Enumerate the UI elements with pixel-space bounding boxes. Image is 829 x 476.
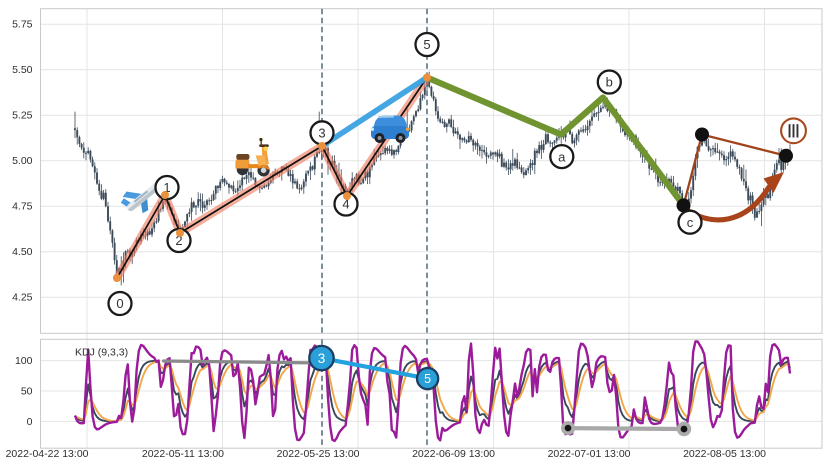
svg-text:4.50: 4.50	[12, 246, 33, 258]
svg-text:5.00: 5.00	[12, 155, 33, 167]
svg-text:2022-05-25 13:00: 2022-05-25 13:00	[277, 448, 360, 460]
svg-text:5: 5	[424, 372, 431, 386]
svg-text:3: 3	[318, 126, 325, 141]
svg-text:2022-06-09 13:00: 2022-06-09 13:00	[412, 448, 495, 460]
svg-text:2022-04-22 13:00: 2022-04-22 13:00	[6, 448, 89, 460]
svg-text:4.75: 4.75	[12, 201, 33, 213]
svg-text:2022-05-11 13:00: 2022-05-11 13:00	[142, 448, 224, 460]
svg-text:50: 50	[21, 386, 33, 398]
svg-text:5.50: 5.50	[12, 64, 33, 76]
svg-text:b: b	[606, 75, 613, 90]
svg-text:100: 100	[15, 355, 33, 367]
svg-text:0: 0	[27, 416, 33, 428]
svg-text:2022-08-05 13:00: 2022-08-05 13:00	[683, 448, 766, 460]
svg-text:5.25: 5.25	[12, 110, 33, 122]
svg-text:c: c	[687, 215, 694, 230]
svg-text:5: 5	[423, 37, 430, 52]
svg-text:3: 3	[318, 351, 326, 366]
svg-text:a: a	[558, 149, 566, 164]
svg-text:5.75: 5.75	[12, 19, 33, 31]
svg-text:2022-07-01 13:00: 2022-07-01 13:00	[548, 448, 631, 460]
svg-text:4.25: 4.25	[12, 292, 33, 304]
svg-text:KDJ (9,3,3): KDJ (9,3,3)	[75, 347, 128, 359]
svg-text:4: 4	[342, 197, 349, 212]
svg-text:1: 1	[163, 180, 170, 195]
svg-text:0: 0	[116, 296, 123, 311]
svg-text:2: 2	[175, 233, 182, 248]
